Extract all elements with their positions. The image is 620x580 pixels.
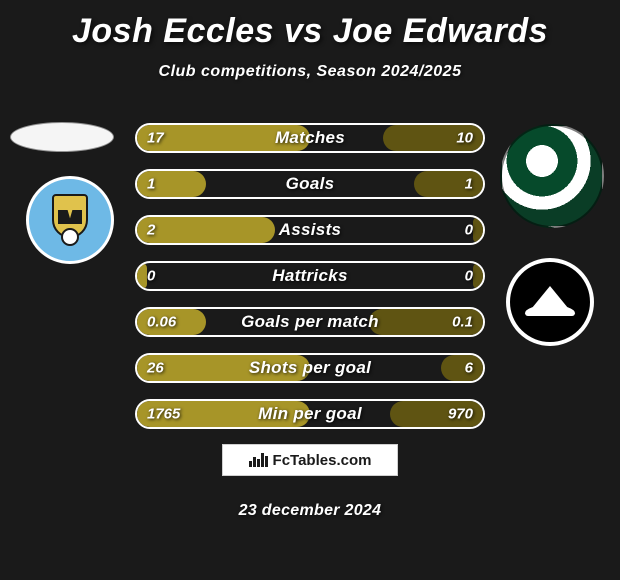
stat-row: Assists20 [135,215,485,245]
player-right-avatar [500,124,604,228]
stat-bars-container: Matches1710 Goals11 Assists20 Hattricks00 Go… [135,123,485,445]
stat-bar-right [441,355,483,381]
stat-bar-left [137,125,310,151]
stat-row: Shots per goal266 [135,353,485,383]
page-title: Josh Eccles vs Joe Edwards [0,12,620,51]
stat-bar-left [137,355,310,381]
stat-bar-track [135,169,485,199]
stat-row: Hattricks00 [135,261,485,291]
stat-bar-track [135,215,485,245]
stat-bar-track [135,353,485,383]
comparison-card: Josh Eccles vs Joe Edwards Club competit… [0,0,620,580]
stat-bar-right [390,401,483,427]
club-crest-right [506,258,594,346]
stat-bar-left [137,309,206,335]
stat-bar-right [473,263,483,289]
stat-bar-left [137,171,206,197]
crest-ball-icon [61,228,79,246]
crest-ship-icon [525,288,575,316]
stat-row: Goals11 [135,169,485,199]
page-subtitle: Club competitions, Season 2024/2025 [0,63,620,81]
club-crest-left [26,176,114,264]
brand-text: FcTables.com [273,452,372,469]
footer-date: 23 december 2024 [0,502,620,520]
stat-bar-left [137,401,310,427]
stat-bar-track [135,307,485,337]
stat-row: Matches1710 [135,123,485,153]
player-left-avatar [10,122,114,152]
brand-badge: FcTables.com [222,444,398,476]
brand-chart-icon [249,453,267,467]
stat-bar-track [135,123,485,153]
stat-bar-track [135,261,485,291]
stat-row: Goals per match0.060.1 [135,307,485,337]
stat-row: Min per goal1765970 [135,399,485,429]
stat-bar-right [414,171,483,197]
stat-bar-left [137,263,147,289]
stat-bar-left [137,217,275,243]
stat-bar-track [135,399,485,429]
stat-bar-right [473,217,483,243]
stat-bar-right [369,309,483,335]
stat-bar-right [383,125,483,151]
